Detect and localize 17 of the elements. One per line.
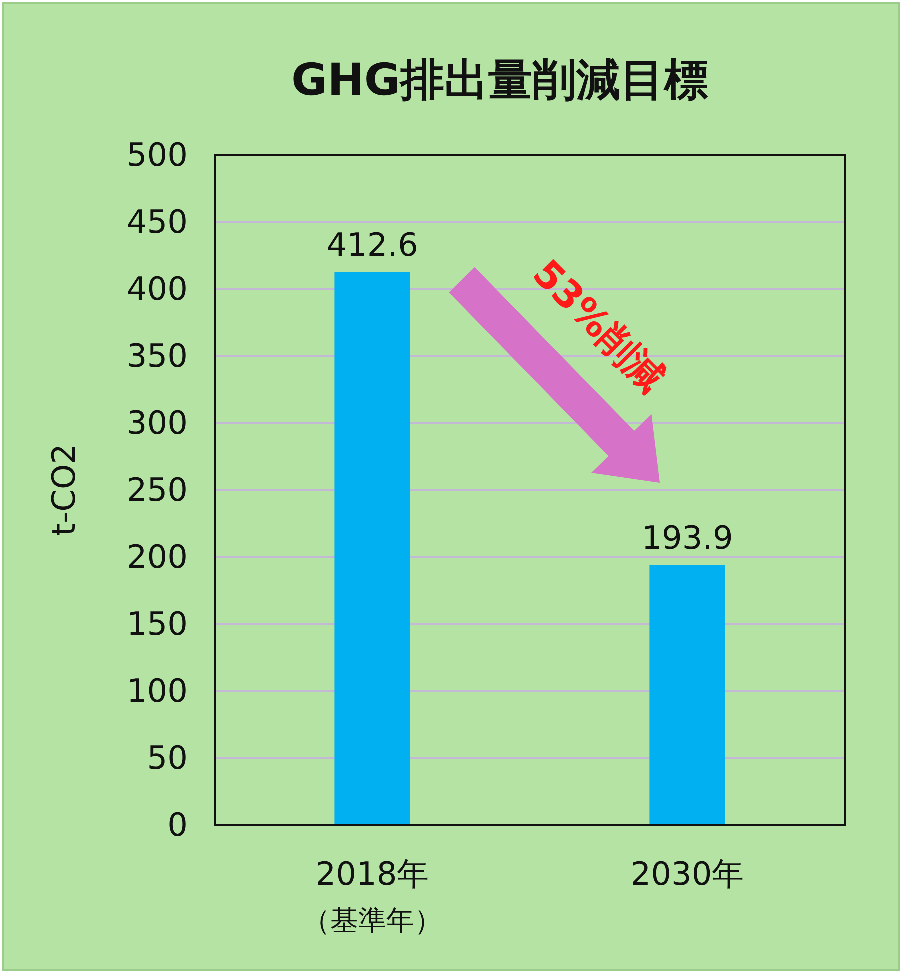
y-tick-label: 100 — [126, 672, 188, 710]
y-tick-label: 450 — [126, 203, 188, 242]
chart-title: GHG排出量削減目標 — [291, 55, 709, 106]
x-tick-label: 2030年 — [630, 855, 744, 893]
y-tick-label: 300 — [126, 404, 188, 442]
x-tick-label: 2018年（基準年） — [302, 855, 442, 937]
data-label: 412.6 — [326, 226, 418, 264]
y-tick-label: 350 — [126, 337, 188, 376]
data-label: 193.9 — [642, 519, 734, 558]
y-tick-label: 200 — [126, 538, 188, 576]
y-tick-label: 250 — [126, 471, 188, 510]
y-tick-label: 500 — [126, 136, 188, 174]
y-tick-label: 150 — [126, 605, 188, 644]
y-axis-title: t-CO2 — [45, 444, 83, 536]
y-tick-label: 50 — [147, 739, 188, 778]
y-tick-label: 400 — [126, 270, 188, 308]
y-tick-label: 0 — [168, 806, 188, 844]
